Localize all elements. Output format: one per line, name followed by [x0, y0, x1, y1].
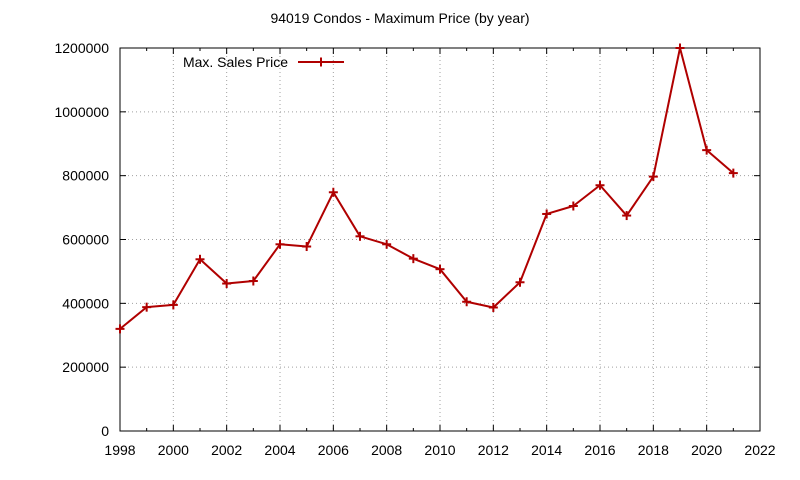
x-tick-label: 2010 [424, 442, 455, 458]
data-point [622, 211, 632, 221]
series-line [119, 47, 734, 330]
x-tick-label: 2000 [158, 442, 189, 458]
data-point [302, 242, 312, 252]
series [115, 43, 738, 334]
x-tick-label: 2022 [744, 442, 775, 458]
x-tick-label: 1998 [104, 442, 135, 458]
data-point [355, 231, 365, 241]
y-tick-label: 600000 [62, 232, 109, 248]
data-point [675, 43, 685, 53]
data-point [568, 201, 578, 211]
data-point [488, 302, 498, 312]
y-tick-label: 400000 [62, 295, 109, 311]
data-point [462, 297, 472, 307]
x-tick-label: 2006 [318, 442, 349, 458]
y-tick-label: 1200000 [54, 40, 109, 56]
data-point [142, 302, 152, 312]
y-tick-label: 200000 [62, 359, 109, 375]
data-point [728, 168, 738, 178]
data-point [195, 254, 205, 264]
x-tick-label: 2014 [531, 442, 562, 458]
y-tick-label: 0 [101, 423, 109, 439]
data-point [515, 277, 525, 287]
x-tick-label: 2002 [211, 442, 242, 458]
data-point [595, 180, 605, 190]
data-point [702, 145, 712, 155]
data-point [248, 276, 258, 286]
chart-title: 94019 Condos - Maximum Price (by year) [270, 10, 529, 26]
x-tick-label: 2016 [584, 442, 615, 458]
data-point [408, 254, 418, 264]
y-tick-label: 800000 [62, 168, 109, 184]
data-point [168, 300, 178, 310]
data-point [542, 209, 552, 219]
grid [120, 48, 760, 431]
x-tick-label: 2008 [371, 442, 402, 458]
data-point [222, 279, 232, 289]
legend: Max. Sales Price [183, 54, 344, 70]
x-tick-label: 2012 [478, 442, 509, 458]
x-tick-label: 2020 [691, 442, 722, 458]
data-point [648, 172, 658, 182]
data-point [275, 239, 285, 249]
data-point [328, 187, 338, 197]
x-tick-label: 2018 [638, 442, 669, 458]
data-point [382, 239, 392, 249]
data-point [115, 324, 125, 334]
y-tick-label: 1000000 [54, 104, 109, 120]
legend-label: Max. Sales Price [183, 54, 288, 70]
x-tick-label: 2004 [264, 442, 295, 458]
data-point [435, 264, 445, 274]
axes: 1998 2000 2002 2004 2006 2008 2010 2012 2014 2016… [54, 40, 775, 458]
